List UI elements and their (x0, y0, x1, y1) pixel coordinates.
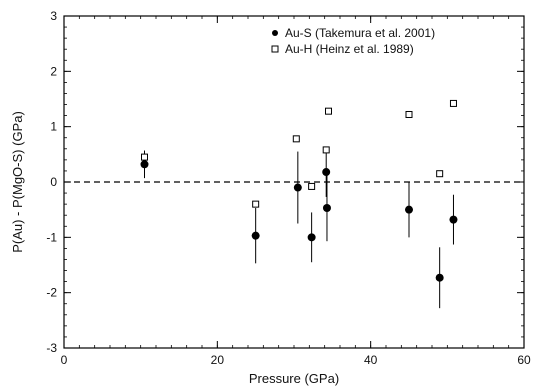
au-s-point (140, 160, 149, 169)
au-h-point (325, 107, 332, 115)
au-s-point (405, 205, 413, 214)
au-h-point (252, 200, 260, 208)
au-s-point (322, 204, 331, 213)
y-tick-label: 3 (50, 9, 57, 23)
y-tick-label: 0 (50, 175, 57, 189)
data-points (140, 99, 458, 282)
au-h-point (436, 170, 444, 178)
x-axis-label: Pressure (GPa) (249, 371, 339, 386)
au-s-point (307, 233, 316, 242)
axis-ticks: 0 20 40 60 -3 -2 -1 0 1 2 3 (46, 9, 531, 367)
au-s-point (293, 183, 302, 192)
legend-label: Au-H (Heinz et al. 1989) (285, 42, 414, 56)
x-tick-label: 60 (517, 353, 531, 367)
y-tick-label: -3 (46, 341, 57, 355)
au-h-point (308, 182, 316, 190)
legend-marker-au-h (271, 45, 279, 53)
au-h-point (141, 153, 148, 161)
y-tick-label: 1 (50, 120, 57, 134)
legend-label: Au-S (Takemura et al. 2001) (285, 26, 435, 40)
error-bars (144, 147, 454, 309)
x-tick-label: 0 (61, 353, 68, 367)
y-tick-label: 2 (50, 64, 57, 78)
au-s-point (449, 215, 458, 224)
au-h-point (449, 99, 457, 107)
y-tick-label: -2 (46, 286, 57, 300)
au-h-point (405, 110, 413, 118)
au-h-point (292, 135, 300, 143)
x-tick-label: 40 (364, 353, 378, 367)
x-tick-label: 20 (211, 353, 225, 367)
legend-marker-au-s (272, 30, 278, 36)
au-s-point (435, 273, 444, 282)
au-h-point (322, 146, 330, 154)
au-s-point (251, 231, 260, 240)
legend: Au-S (Takemura et al. 2001) Au-H (Heinz e… (271, 26, 435, 56)
y-tick-label: -1 (46, 230, 57, 244)
y-axis-label: P(Au) - P(MgO-S) (GPa) (10, 111, 25, 253)
au-s-point (322, 168, 331, 177)
